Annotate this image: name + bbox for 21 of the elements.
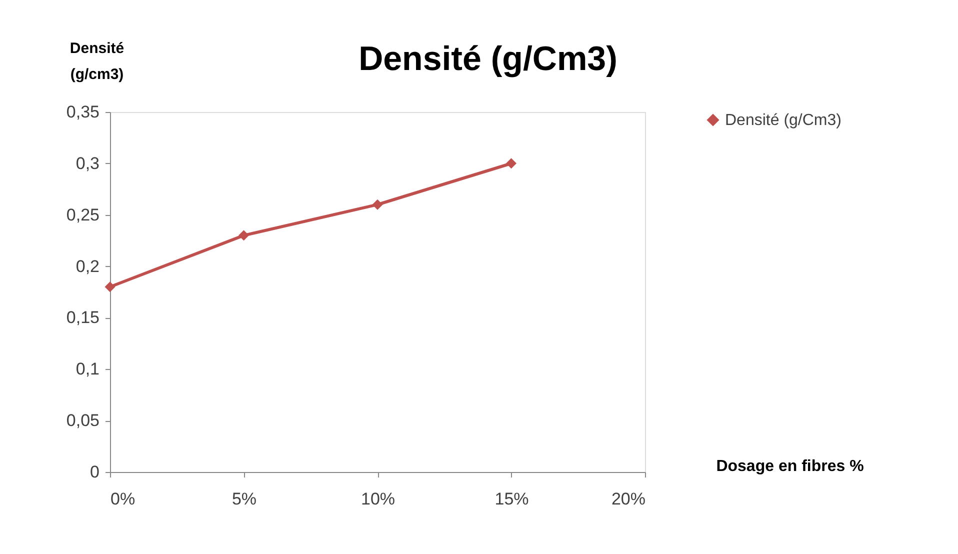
y-tick-label: 0,35: [66, 102, 100, 122]
x-tick-label: 10%: [360, 490, 396, 508]
legend-label: Densité (g/Cm3): [725, 112, 842, 129]
x-tick-label: 20%: [611, 490, 646, 508]
point: [104, 282, 116, 292]
point: [506, 158, 516, 169]
y-tick-label: 0: [90, 462, 100, 482]
x-tick-label: 15%: [494, 490, 529, 508]
y-tick-label: 0,3: [76, 154, 100, 173]
y-tick-label: 0,25: [66, 205, 100, 224]
y-tick-label: 0,05: [66, 411, 100, 430]
point: [238, 230, 249, 241]
x-tick-label: 0%: [110, 490, 136, 508]
x-axis-title: Dosage en fibres %: [716, 458, 864, 475]
y-tick-label: 0,1: [76, 360, 100, 379]
point: [372, 199, 383, 210]
y-tick-label: 0,15: [66, 308, 100, 328]
y-tick-label: 0,2: [76, 256, 100, 276]
y-axis-title: Densité (g/cm3): [70, 40, 124, 83]
chart-title: Densité (g/Cm3): [358, 40, 618, 78]
x-tick-label: 5%: [232, 490, 257, 508]
